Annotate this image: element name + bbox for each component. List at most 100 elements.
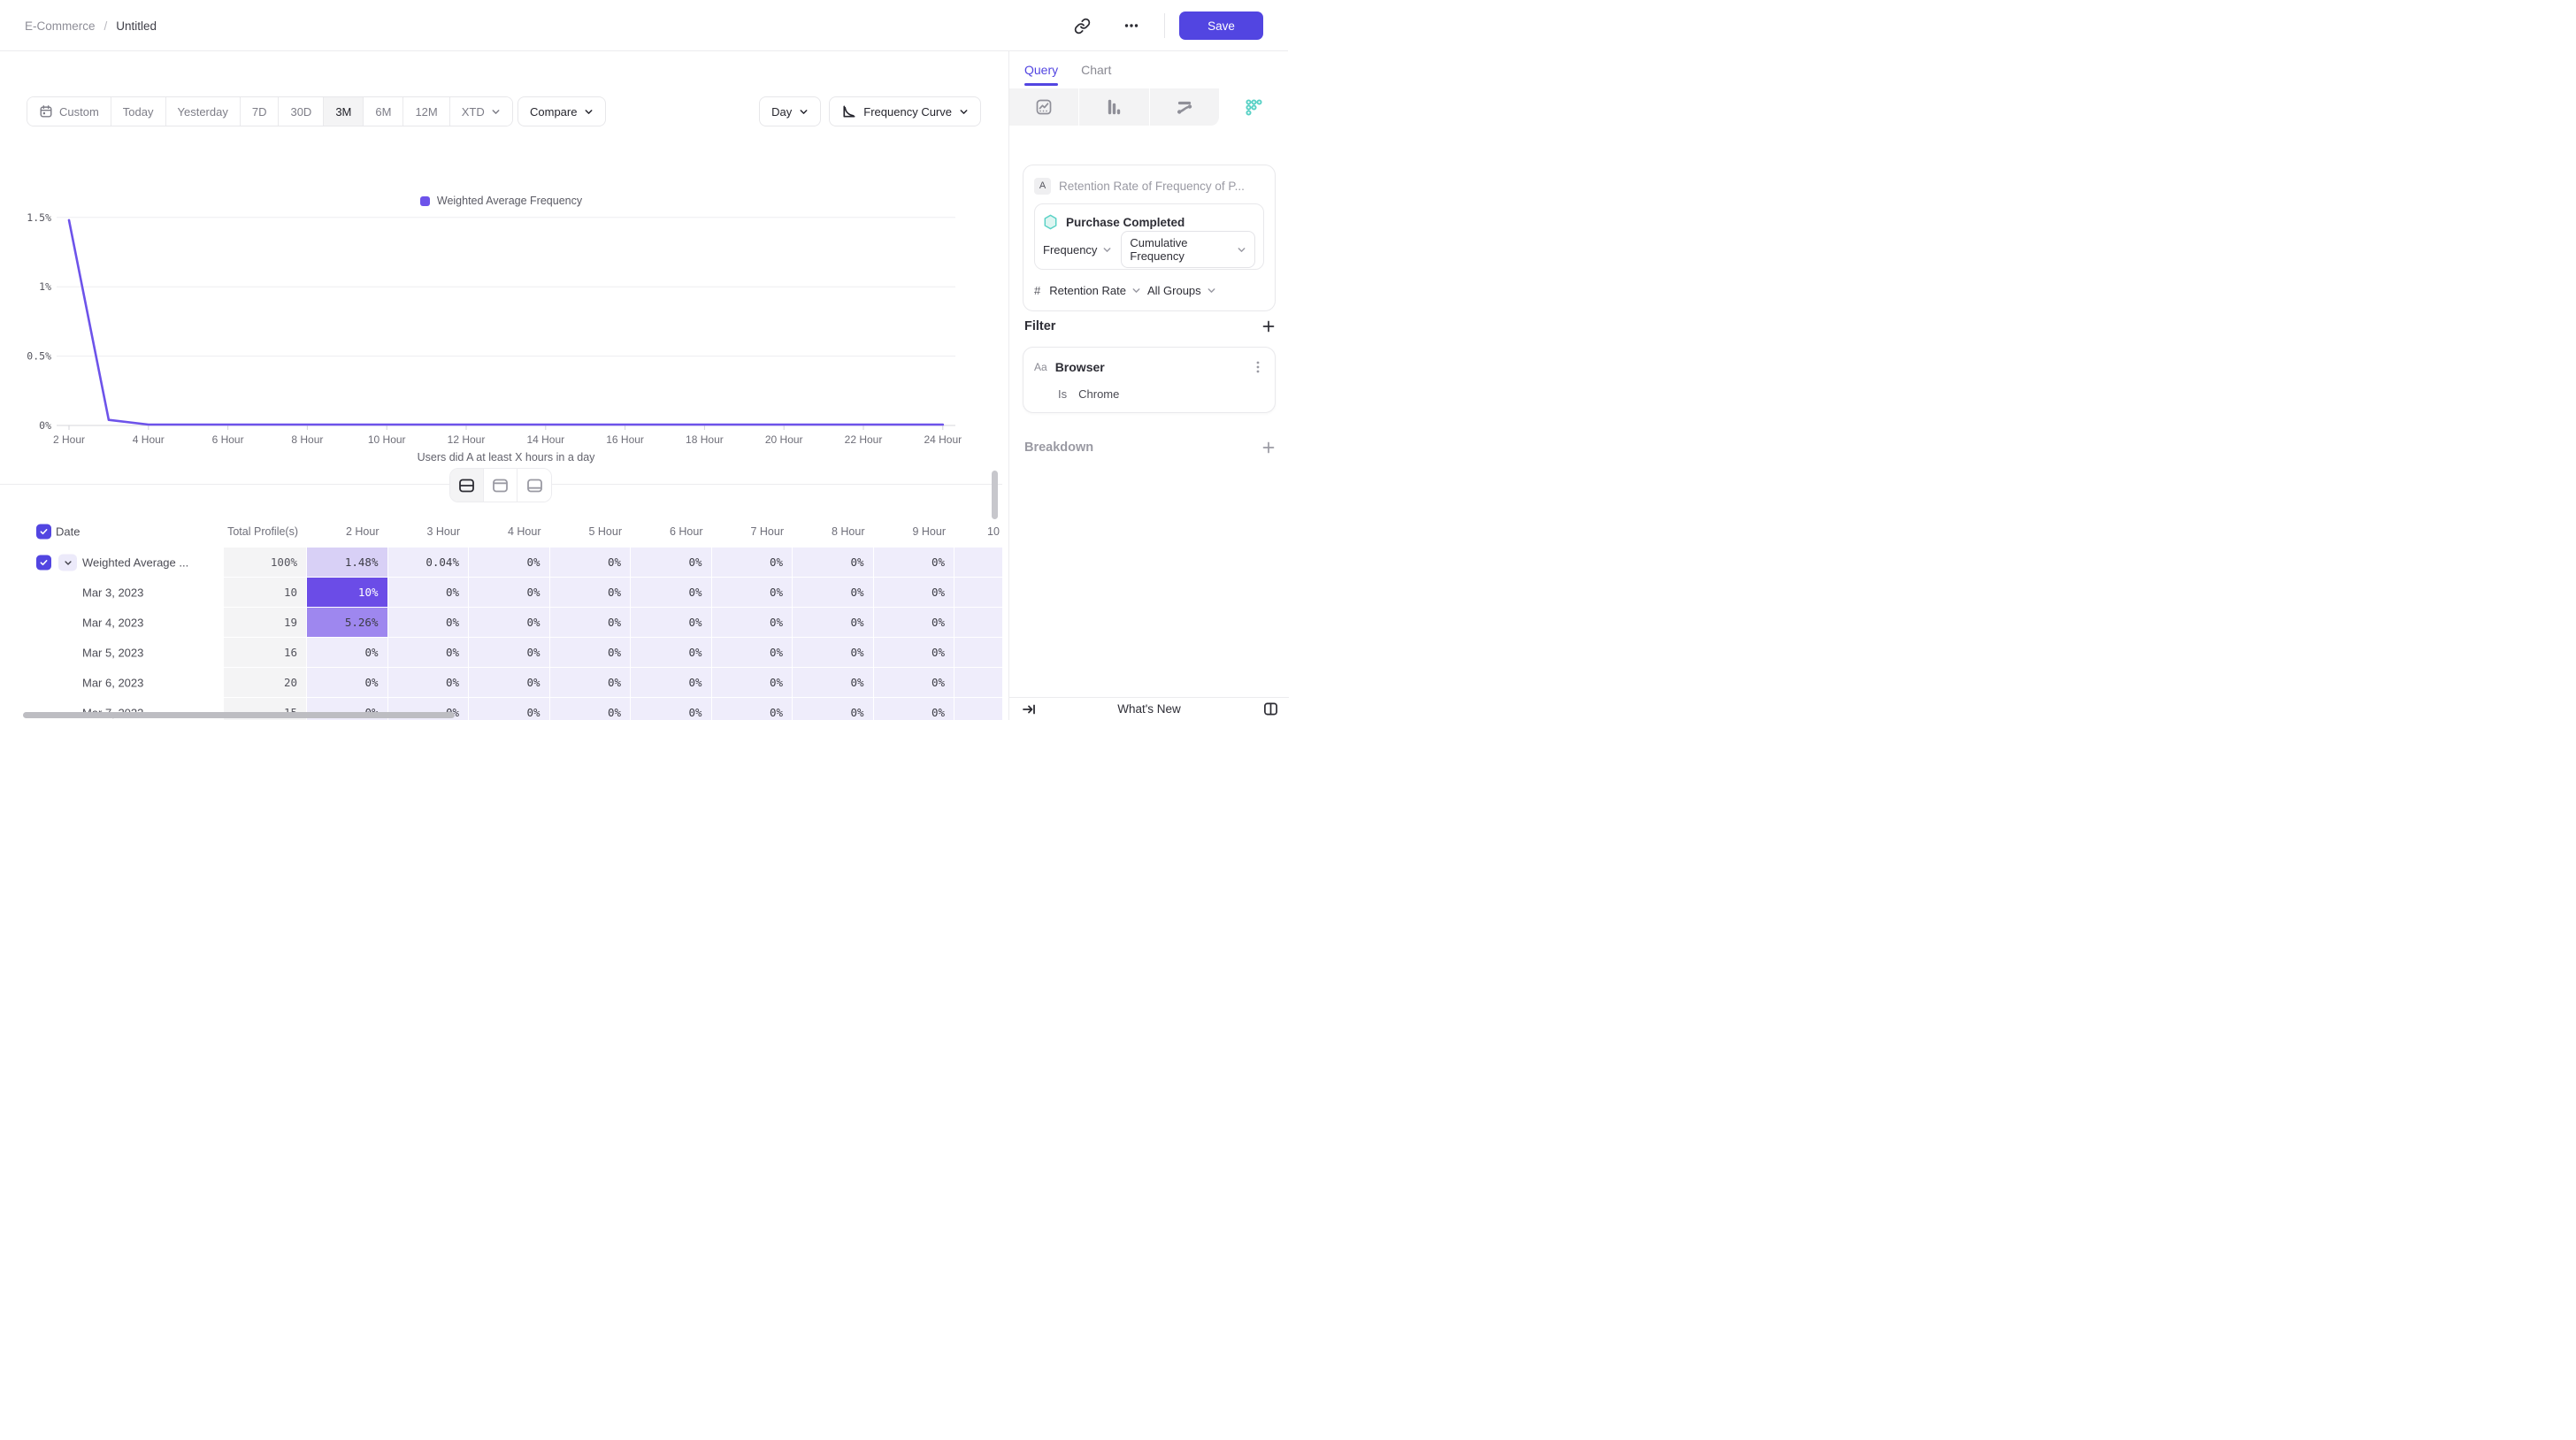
chevron-down-icon — [1131, 286, 1141, 295]
groups-select[interactable]: All Groups — [1147, 284, 1216, 297]
save-button[interactable]: Save — [1179, 11, 1263, 40]
svg-text:16 Hour: 16 Hour — [606, 433, 644, 446]
panel-tabs: Query Chart — [1009, 51, 1289, 88]
total-profiles-cell: 16 — [224, 638, 307, 668]
bar-chart-type-button[interactable] — [1079, 88, 1150, 126]
layout-chart-only-button[interactable] — [484, 469, 518, 502]
column-header-date: Date — [0, 516, 224, 548]
retention-cell: 0.04% — [387, 548, 469, 578]
series-badge: A — [1034, 177, 1051, 195]
range-6m[interactable]: 6M — [364, 97, 404, 126]
insights-chart-type-button[interactable] — [1009, 88, 1080, 126]
expand-row-button[interactable] — [58, 554, 77, 571]
layout-table-only-button[interactable] — [518, 469, 551, 502]
retention-cell: 0% — [307, 668, 388, 698]
retention-cell: 0% — [631, 578, 712, 608]
svg-text:22 Hour: 22 Hour — [845, 433, 883, 446]
filter-property-row[interactable]: Aa Browser — [1034, 357, 1264, 377]
chart-style-select[interactable]: Frequency Curve — [829, 96, 981, 126]
row-label-cell: Mar 6, 2023 — [0, 668, 224, 698]
copy-link-button[interactable] — [1067, 11, 1097, 41]
chart-legend[interactable]: Weighted Average Frequency — [0, 195, 1002, 207]
frequency-chart-type-button[interactable] — [1219, 88, 1289, 126]
svg-text:2 Hour: 2 Hour — [53, 433, 85, 446]
table-row: Mar 6, 2023 20 0% 0% 0% 0% 0% 0% 0% 0% — [0, 668, 1002, 698]
chart-type-switcher — [1009, 88, 1289, 126]
collapse-arrow-icon — [1022, 703, 1036, 716]
retention-cell — [954, 638, 1002, 668]
row-label-cell: Mar 5, 2023 — [0, 638, 224, 668]
range-7d[interactable]: 7D — [240, 97, 280, 126]
filter-operator[interactable]: Is — [1058, 387, 1068, 401]
svg-text:12 Hour: 12 Hour — [448, 433, 486, 446]
retention-cell: 0% — [307, 638, 388, 668]
more-options-button[interactable] — [1116, 11, 1146, 41]
compare-button[interactable]: Compare — [518, 96, 607, 126]
row-label: Mar 6, 2023 — [82, 676, 144, 690]
range-30d[interactable]: 30D — [279, 97, 325, 126]
table-horizontal-scrollbar[interactable] — [23, 712, 455, 718]
number-icon: # — [1034, 283, 1041, 297]
range-yesterday[interactable]: Yesterday — [165, 97, 241, 126]
whats-new-link[interactable]: What's New — [1117, 702, 1181, 716]
split-view-icon — [458, 478, 475, 494]
layout-split-button[interactable] — [450, 469, 484, 502]
select-all-checkbox[interactable] — [36, 524, 51, 540]
collapse-panel-button[interactable] — [1022, 703, 1036, 716]
tab-chart-label: Chart — [1081, 62, 1112, 77]
range-today[interactable]: Today — [111, 97, 166, 126]
svg-text:18 Hour: 18 Hour — [686, 433, 724, 446]
retention-cell: 0% — [711, 668, 793, 698]
link-icon — [1074, 18, 1091, 34]
report-canvas: Custom Today Yesterday 7D 30D 3M 6M 12M XTD Comp… — [0, 51, 1008, 720]
range-xtd[interactable]: XTD — [449, 97, 512, 126]
filter-card: Aa Browser Is Chrome — [1023, 347, 1276, 413]
retention-cell: 0% — [469, 608, 550, 638]
retention-cell: 0% — [469, 578, 550, 608]
range-label: Today — [122, 104, 154, 119]
legend-swatch — [419, 195, 430, 206]
measure-select[interactable]: Frequency — [1043, 243, 1112, 257]
retention-cell: 0% — [549, 698, 631, 720]
retention-cell: 0% — [631, 638, 712, 668]
range-label: 6M — [375, 104, 392, 119]
measure-type-select[interactable]: Cumulative Frequency — [1121, 231, 1255, 268]
range-custom[interactable]: Custom — [27, 97, 111, 126]
event-row[interactable]: Purchase Completed — [1043, 211, 1255, 233]
tab-chart[interactable]: Chart — [1081, 51, 1111, 88]
retention-cell: 0% — [873, 578, 954, 608]
row-label: Mar 4, 2023 — [82, 616, 144, 630]
granularity-select[interactable]: Day — [759, 96, 822, 126]
table-header-row: Date Total Profile(s) 2 Hour 3 Hour 4 Hour 5 … — [0, 516, 1002, 548]
flows-chart-type-button[interactable] — [1149, 88, 1220, 126]
range-label: 7D — [251, 104, 267, 119]
range-3m[interactable]: 3M — [324, 97, 364, 126]
table-row: Mar 4, 2023 19 5.26% 0% 0% 0% 0% 0% 0% 0% — [0, 608, 1002, 638]
insights-icon — [1035, 98, 1053, 116]
groups-label: All Groups — [1146, 283, 1201, 297]
query-series-card: A Retention Rate of Frequency of P... Pu… — [1023, 165, 1276, 311]
range-12m[interactable]: 12M — [403, 97, 450, 126]
range-label: 12M — [415, 104, 438, 119]
range-label: 30D — [290, 104, 312, 119]
retention-cell: 0% — [469, 548, 550, 578]
breadcrumb-project[interactable]: E-Commerce — [25, 19, 96, 33]
metric-row: # Retention Rate All Groups — [1034, 280, 1264, 300]
flows-icon — [1176, 98, 1193, 116]
add-breakdown-button[interactable] — [1261, 440, 1276, 455]
tab-query[interactable]: Query — [1024, 51, 1059, 88]
metric-select[interactable]: Retention Rate — [1049, 284, 1141, 297]
filter-menu-button[interactable] — [1252, 360, 1264, 374]
topbar-divider — [1164, 13, 1165, 38]
split-panel-button[interactable] — [1263, 701, 1278, 716]
filter-value[interactable]: Chrome — [1078, 387, 1120, 401]
row-label-cell: Mar 4, 2023 — [0, 608, 224, 638]
series-header[interactable]: A Retention Rate of Frequency of P... — [1034, 176, 1264, 195]
retention-cell: 0% — [631, 608, 712, 638]
add-filter-button[interactable] — [1261, 319, 1276, 333]
retention-cell — [954, 698, 1002, 720]
svg-text:24 Hour: 24 Hour — [924, 433, 962, 446]
retention-cell: 0% — [711, 698, 793, 720]
table-vertical-scrollbar[interactable] — [992, 471, 998, 519]
row-checkbox[interactable] — [36, 555, 51, 571]
